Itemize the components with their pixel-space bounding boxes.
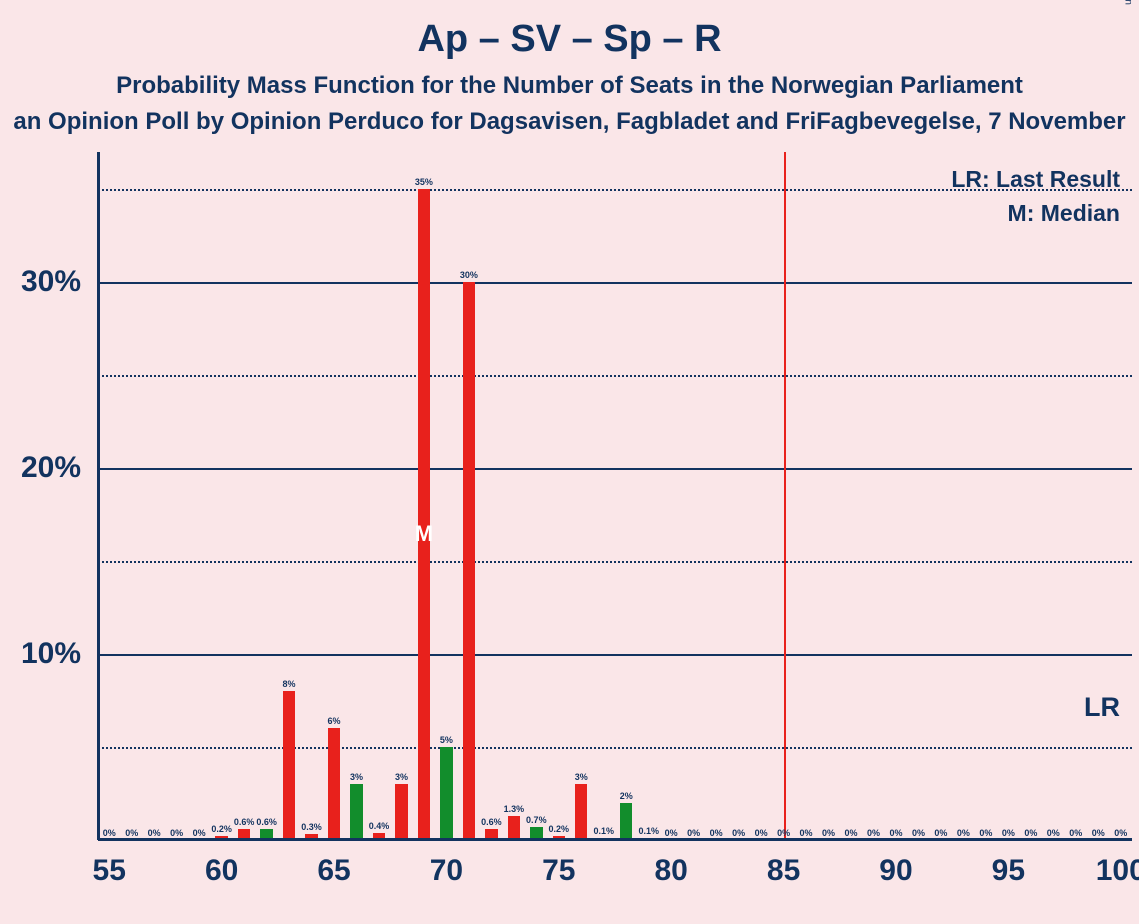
y-axis — [97, 152, 100, 840]
bar-value-label: 0.3% — [301, 822, 322, 832]
bar-value-label: 35% — [415, 177, 433, 187]
bar-value-label: 0.6% — [256, 817, 277, 827]
grid-major — [98, 282, 1132, 284]
x-tick-label: 65 — [317, 854, 350, 888]
x-axis — [98, 838, 1132, 841]
x-tick-label: 55 — [93, 854, 126, 888]
bar-value-label: 1.3% — [504, 804, 525, 814]
bar-value-label: 0% — [934, 828, 947, 838]
bar — [508, 816, 520, 840]
bar-value-label: 0% — [687, 828, 700, 838]
bar-value-label: 0% — [800, 828, 813, 838]
bar-value-label: 0.1% — [593, 826, 614, 836]
legend-item: M: Median — [1008, 200, 1120, 227]
grid-minor — [98, 561, 1132, 563]
bar-value-label: 0% — [957, 828, 970, 838]
bar-value-label: 30% — [460, 270, 478, 280]
bar-value-label: 0% — [710, 828, 723, 838]
bar — [620, 803, 632, 840]
grid-major — [98, 468, 1132, 470]
legend-item: LR: Last Result — [951, 166, 1120, 193]
y-tick-label: 20% — [0, 451, 81, 485]
bar-value-label: 0% — [845, 828, 858, 838]
bar-value-label: 0.6% — [481, 817, 502, 827]
bar-value-label: 0% — [665, 828, 678, 838]
x-tick-label: 70 — [430, 854, 463, 888]
bar-value-label: 3% — [350, 772, 363, 782]
bar — [575, 784, 587, 840]
y-tick-label: 10% — [0, 637, 81, 671]
bar-value-label: 0% — [125, 828, 138, 838]
lr-label: LR — [1084, 692, 1120, 723]
bar — [395, 784, 407, 840]
grid-minor — [98, 375, 1132, 377]
bar — [283, 691, 295, 840]
bar — [440, 747, 452, 840]
bar-value-label: 0% — [1114, 828, 1127, 838]
x-tick-label: 85 — [767, 854, 800, 888]
bar-value-label: 5% — [440, 735, 453, 745]
bar-value-label: 0% — [777, 828, 790, 838]
bar-value-label: 0.6% — [234, 817, 255, 827]
chart-container: Ap – SV – Sp – R Probability Mass Functio… — [0, 0, 1139, 924]
bar-value-label: 0.1% — [638, 826, 659, 836]
grid-minor — [98, 747, 1132, 749]
bar — [418, 189, 430, 840]
y-tick-label: 30% — [0, 265, 81, 299]
bar-value-label: 0% — [103, 828, 116, 838]
bar-value-label: 0% — [979, 828, 992, 838]
bar-value-label: 0% — [822, 828, 835, 838]
bar-value-label: 3% — [395, 772, 408, 782]
bar — [350, 784, 362, 840]
bar-value-label: 0% — [755, 828, 768, 838]
bar-value-label: 3% — [575, 772, 588, 782]
bar-value-label: 0% — [732, 828, 745, 838]
x-tick-label: 90 — [879, 854, 912, 888]
plot-area: 0%0%0%0%0%0.2%0.6%0.6%8%0.3%6%3%0.4%3%35… — [98, 152, 1132, 840]
bar-value-label: 0% — [1024, 828, 1037, 838]
bar-value-label: 0% — [867, 828, 880, 838]
bar-value-label: 0% — [193, 828, 206, 838]
bar-value-label: 0% — [1092, 828, 1105, 838]
x-tick-label: 100 — [1096, 854, 1139, 888]
last-result-line — [784, 152, 786, 840]
bar — [328, 728, 340, 840]
bar-value-label: 6% — [328, 716, 341, 726]
grid-major — [98, 654, 1132, 656]
bar-value-label: 0% — [148, 828, 161, 838]
bar-value-label: 0% — [1069, 828, 1082, 838]
x-tick-label: 60 — [205, 854, 238, 888]
chart-title: Ap – SV – Sp – R — [0, 18, 1139, 61]
bar-value-label: 0.2% — [211, 824, 232, 834]
bar-value-label: 0% — [889, 828, 902, 838]
x-tick-label: 75 — [542, 854, 575, 888]
x-tick-label: 95 — [992, 854, 1025, 888]
chart-subtitle: Probability Mass Function for the Number… — [0, 72, 1139, 100]
bar-value-label: 0% — [912, 828, 925, 838]
bar-value-label: 8% — [283, 679, 296, 689]
bar-value-label: 0% — [1002, 828, 1015, 838]
chart-detail-line: an Opinion Poll by Opinion Perduco for D… — [0, 108, 1139, 136]
bar — [463, 282, 475, 840]
bar-value-label: 0.2% — [549, 824, 570, 834]
copyright-text: © 2025 Filip van Laenen — [1123, 0, 1134, 5]
bar-value-label: 0.7% — [526, 815, 547, 825]
x-tick-label: 80 — [655, 854, 688, 888]
bar-value-label: 0.4% — [369, 821, 390, 831]
bar-value-label: 0% — [170, 828, 183, 838]
bar-value-label: 0% — [1047, 828, 1060, 838]
bar-value-label: 2% — [620, 791, 633, 801]
